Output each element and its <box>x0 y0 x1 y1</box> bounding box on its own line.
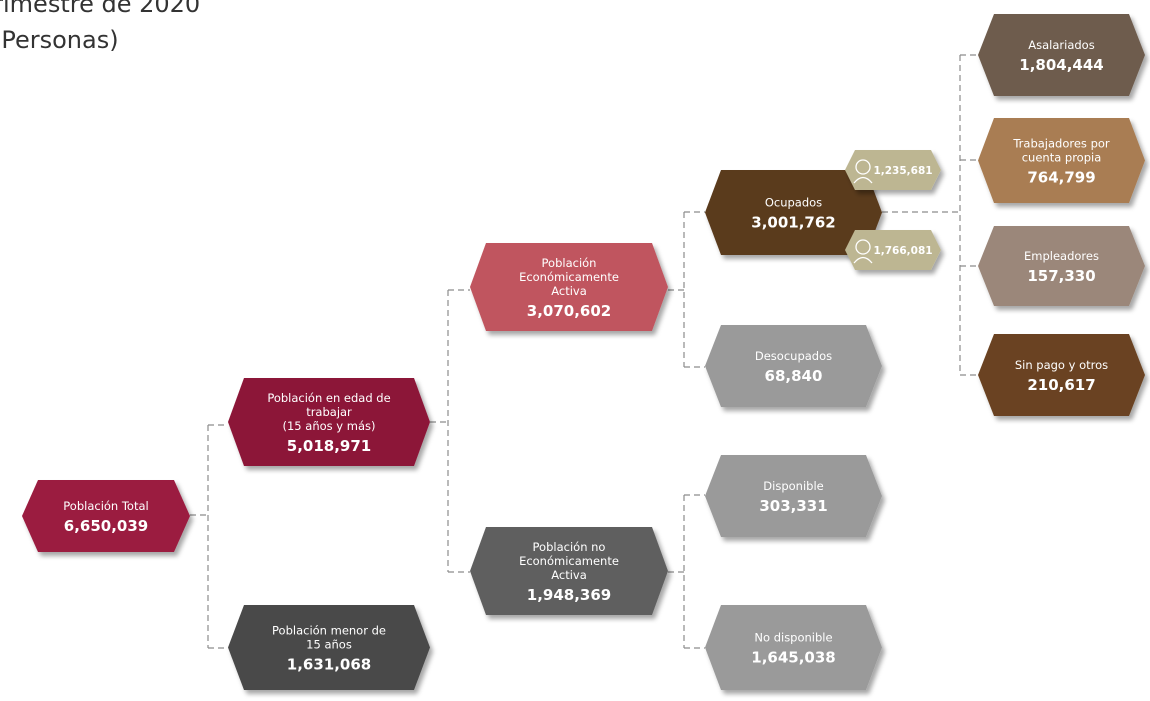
node: Empleadores 157,330 <box>978 226 1145 306</box>
node-shape <box>978 118 1145 203</box>
node-value: 6,650,039 <box>64 517 148 535</box>
node-label: Activa <box>551 568 587 582</box>
node: Asalariados 1,804,444 <box>978 14 1145 96</box>
node: Ocupados 3,001,762 <box>705 170 882 255</box>
node-label: Activa <box>551 284 587 298</box>
node-shape <box>470 243 668 331</box>
node-shape <box>705 455 882 537</box>
node-label: No disponible <box>754 631 832 645</box>
node-value: 303,331 <box>759 497 827 515</box>
person-icon <box>853 176 873 184</box>
badge: 1,235,681 <box>845 150 941 190</box>
node-label: Sin pago y otros <box>1015 358 1108 372</box>
node-label: Población en edad de <box>267 391 390 405</box>
node-shape <box>978 334 1145 416</box>
node-value: 5,018,971 <box>287 437 371 455</box>
node-label: Disponible <box>763 479 823 493</box>
node-label: (15 años y más) <box>283 419 376 433</box>
node: Disponible 303,331 <box>705 455 882 537</box>
node-shape <box>22 480 190 552</box>
node: Población Total 6,650,039 <box>22 480 190 552</box>
node-value: 764,799 <box>1027 169 1095 187</box>
badge-value: 1,766,081 <box>873 245 932 257</box>
badge-value: 1,235,681 <box>873 165 932 177</box>
node-shape <box>705 325 882 407</box>
node: No disponible 1,645,038 <box>705 605 882 690</box>
node-label: Población no <box>533 540 606 554</box>
node-label: Población menor de <box>272 624 386 638</box>
node-label: Trabajadores por <box>1012 137 1110 151</box>
node-label: Económicamente <box>519 270 619 284</box>
node-value: 3,070,602 <box>527 302 611 320</box>
node-value: 1,948,369 <box>527 586 611 604</box>
node-label: 15 años <box>306 638 352 652</box>
node-value: 1,804,444 <box>1019 56 1103 74</box>
badge: 1,766,081 <box>845 230 941 270</box>
connectors <box>190 54 978 649</box>
node-shape <box>228 605 430 690</box>
node-shape <box>470 527 668 615</box>
person-icon <box>855 239 871 255</box>
node-label: Población <box>542 256 597 270</box>
node-label: Población Total <box>63 499 148 513</box>
node: Sin pago y otros 210,617 <box>978 334 1145 416</box>
node-label: Desocupados <box>755 349 832 363</box>
node-value: 68,840 <box>765 367 823 385</box>
header-line: (Personas) <box>0 26 119 54</box>
person-icon <box>855 159 871 175</box>
node-value: 210,617 <box>1027 376 1095 394</box>
node-label: cuenta propia <box>1022 151 1102 165</box>
node-label: Empleadores <box>1024 249 1099 263</box>
node-shape <box>705 605 882 690</box>
node-label: trabajar <box>306 405 352 419</box>
node-value: 1,645,038 <box>751 649 835 667</box>
node-shape <box>705 170 882 255</box>
node-value: 3,001,762 <box>751 214 835 232</box>
node-shape <box>978 226 1145 306</box>
header-line: Trimestre de 2020 <box>0 0 200 18</box>
node: Desocupados 68,840 <box>705 325 882 407</box>
node-shape <box>978 14 1145 96</box>
node-shape <box>228 378 430 466</box>
person-icon <box>853 256 873 264</box>
node-label: Económicamente <box>519 554 619 568</box>
node-value: 1,631,068 <box>287 656 371 674</box>
node-label: Ocupados <box>765 196 822 210</box>
node-label: Asalariados <box>1028 38 1094 52</box>
node-value: 157,330 <box>1027 267 1095 285</box>
